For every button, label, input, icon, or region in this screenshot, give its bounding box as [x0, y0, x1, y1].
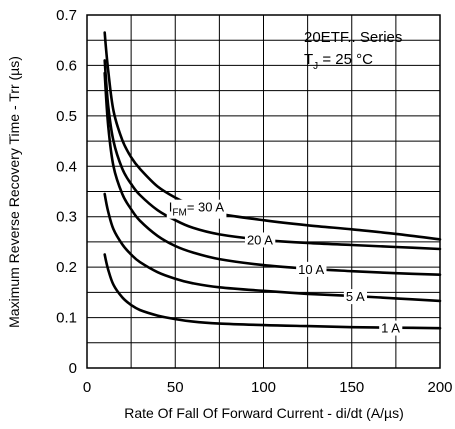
- series-labels: IFM= 30 A 20 A 10 A 5 A 1 A: [166, 199, 403, 336]
- series-label-background: [244, 232, 276, 248]
- series-label-text: IFM= 30 A: [169, 200, 225, 219]
- series-label-text: 5 A: [346, 289, 365, 304]
- tj-subscript: J: [313, 61, 318, 72]
- y-axis-title: Maximum Reverse Recovery Time - Trr (µs): [6, 56, 22, 328]
- series-annotation: 20ETF.. Series: [304, 29, 402, 46]
- curve-20a: [103, 59, 442, 251]
- series-label-background: [379, 320, 403, 336]
- series-label-rest: = 30 A: [187, 200, 225, 215]
- series-label-main: I: [169, 200, 173, 215]
- x-tick-label: 150: [339, 379, 364, 396]
- y-tick-label: 0.6: [56, 57, 77, 74]
- x-tick-labels: 0 50 100 150 200: [83, 379, 453, 396]
- series-label-background: [343, 289, 368, 305]
- x-tick-label: 50: [167, 379, 184, 396]
- plot-frame: [86, 14, 441, 369]
- y-tick-label: 0.1: [56, 310, 77, 327]
- curve-1a: [103, 253, 442, 330]
- x-axis-title: Rate Of Fall Of Forward Current - di/dt …: [124, 405, 404, 421]
- series-label-background: [296, 261, 327, 277]
- series-label-5a: 5 A: [343, 289, 368, 305]
- curve-30a: [103, 31, 442, 241]
- curve-10a: [103, 71, 442, 276]
- series-label-30a: IFM= 30 A: [166, 199, 227, 219]
- series-label-subscript: FM: [172, 208, 186, 219]
- junction-temp-annotation: TJ = 25 °C: [304, 51, 373, 72]
- series-label-10a: 10 A: [296, 261, 327, 277]
- y-tick-label: 0.5: [56, 108, 77, 125]
- grid-lines: [87, 15, 440, 368]
- series-label-background: [166, 199, 227, 219]
- y-tick-label: 0.7: [56, 7, 77, 24]
- x-tick-label: 100: [251, 379, 276, 396]
- tj-symbol: T: [304, 51, 313, 68]
- y-tick-label: 0.3: [56, 209, 77, 226]
- series-label-text: 1 A: [381, 321, 400, 336]
- x-tick-label: 200: [427, 379, 452, 396]
- series-curves: [103, 31, 442, 330]
- series-label-20a: 20 A: [244, 232, 276, 248]
- x-tick-label: 0: [83, 379, 91, 396]
- y-tick-label: 0.4: [56, 158, 77, 175]
- series-label-text: 20 A: [247, 232, 273, 247]
- series-label-1a: 1 A: [379, 320, 403, 336]
- tj-value: = 25 °C: [318, 51, 373, 68]
- y-tick-label: 0: [69, 360, 77, 377]
- curve-5a: [103, 192, 442, 303]
- y-tick-label: 0.2: [56, 259, 77, 276]
- series-label-text: 10 A: [298, 262, 324, 277]
- y-tick-labels: 0 0.1 0.2 0.3 0.4 0.5 0.6 0.7: [56, 7, 77, 377]
